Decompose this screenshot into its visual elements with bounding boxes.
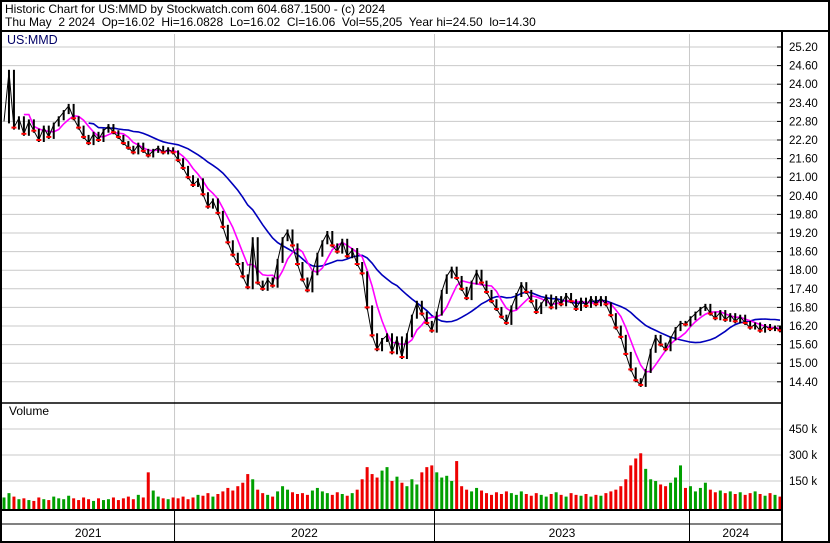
svg-text:14.40: 14.40 <box>789 377 818 389</box>
symbol-label: US:MMD <box>7 33 58 47</box>
svg-text:21.60: 21.60 <box>789 154 818 166</box>
svg-text:16.80: 16.80 <box>789 302 818 314</box>
volume-gridlines <box>2 428 782 482</box>
panel-borders <box>2 31 783 541</box>
svg-text:17.40: 17.40 <box>789 284 818 296</box>
svg-text:18.00: 18.00 <box>789 265 818 277</box>
svg-text:19.80: 19.80 <box>789 209 818 221</box>
svg-text:2023: 2023 <box>549 526 576 540</box>
price-gridlines <box>2 46 782 383</box>
svg-text:18.60: 18.60 <box>789 247 818 259</box>
svg-text:2022: 2022 <box>291 526 318 540</box>
svg-text:24.60: 24.60 <box>789 61 818 73</box>
svg-text:19.20: 19.20 <box>789 228 818 240</box>
svg-text:23.40: 23.40 <box>789 98 818 110</box>
svg-text:21.00: 21.00 <box>789 172 818 184</box>
svg-text:22.20: 22.20 <box>789 135 818 147</box>
header-line-2: Thu May 2 2024 Op=16.02 Hi=16.0828 Lo=16… <box>5 15 536 29</box>
svg-text:300 k: 300 k <box>789 450 817 462</box>
svg-text:2024: 2024 <box>722 526 749 540</box>
svg-text:25.20: 25.20 <box>789 42 818 54</box>
svg-text:2021: 2021 <box>75 526 102 540</box>
year-labels: 2021 2022 2023 2024 <box>75 526 749 540</box>
svg-text:150 k: 150 k <box>789 476 817 488</box>
price-axis-labels: 25.20 24.60 24.00 23.40 22.80 22.20 21.60 21.00… <box>789 42 818 389</box>
volume-axis-labels: 450 k 300 k 150 k <box>789 424 817 488</box>
svg-text:20.40: 20.40 <box>789 191 818 203</box>
svg-text:15.60: 15.60 <box>789 340 818 352</box>
svg-text:450 k: 450 k <box>789 424 817 436</box>
svg-text:16.20: 16.20 <box>789 321 818 333</box>
svg-text:24.00: 24.00 <box>789 79 818 91</box>
volume-panel-label: Volume <box>9 404 50 418</box>
title-bar: Historic Chart for US:MMD by Stockwatch.… <box>2 2 828 32</box>
svg-text:15.00: 15.00 <box>789 358 818 370</box>
svg-text:22.80: 22.80 <box>789 116 818 128</box>
volume-bars <box>2 453 782 509</box>
header-line-1: Historic Chart for US:MMD by Stockwatch.… <box>5 2 386 16</box>
price-series <box>3 69 783 387</box>
